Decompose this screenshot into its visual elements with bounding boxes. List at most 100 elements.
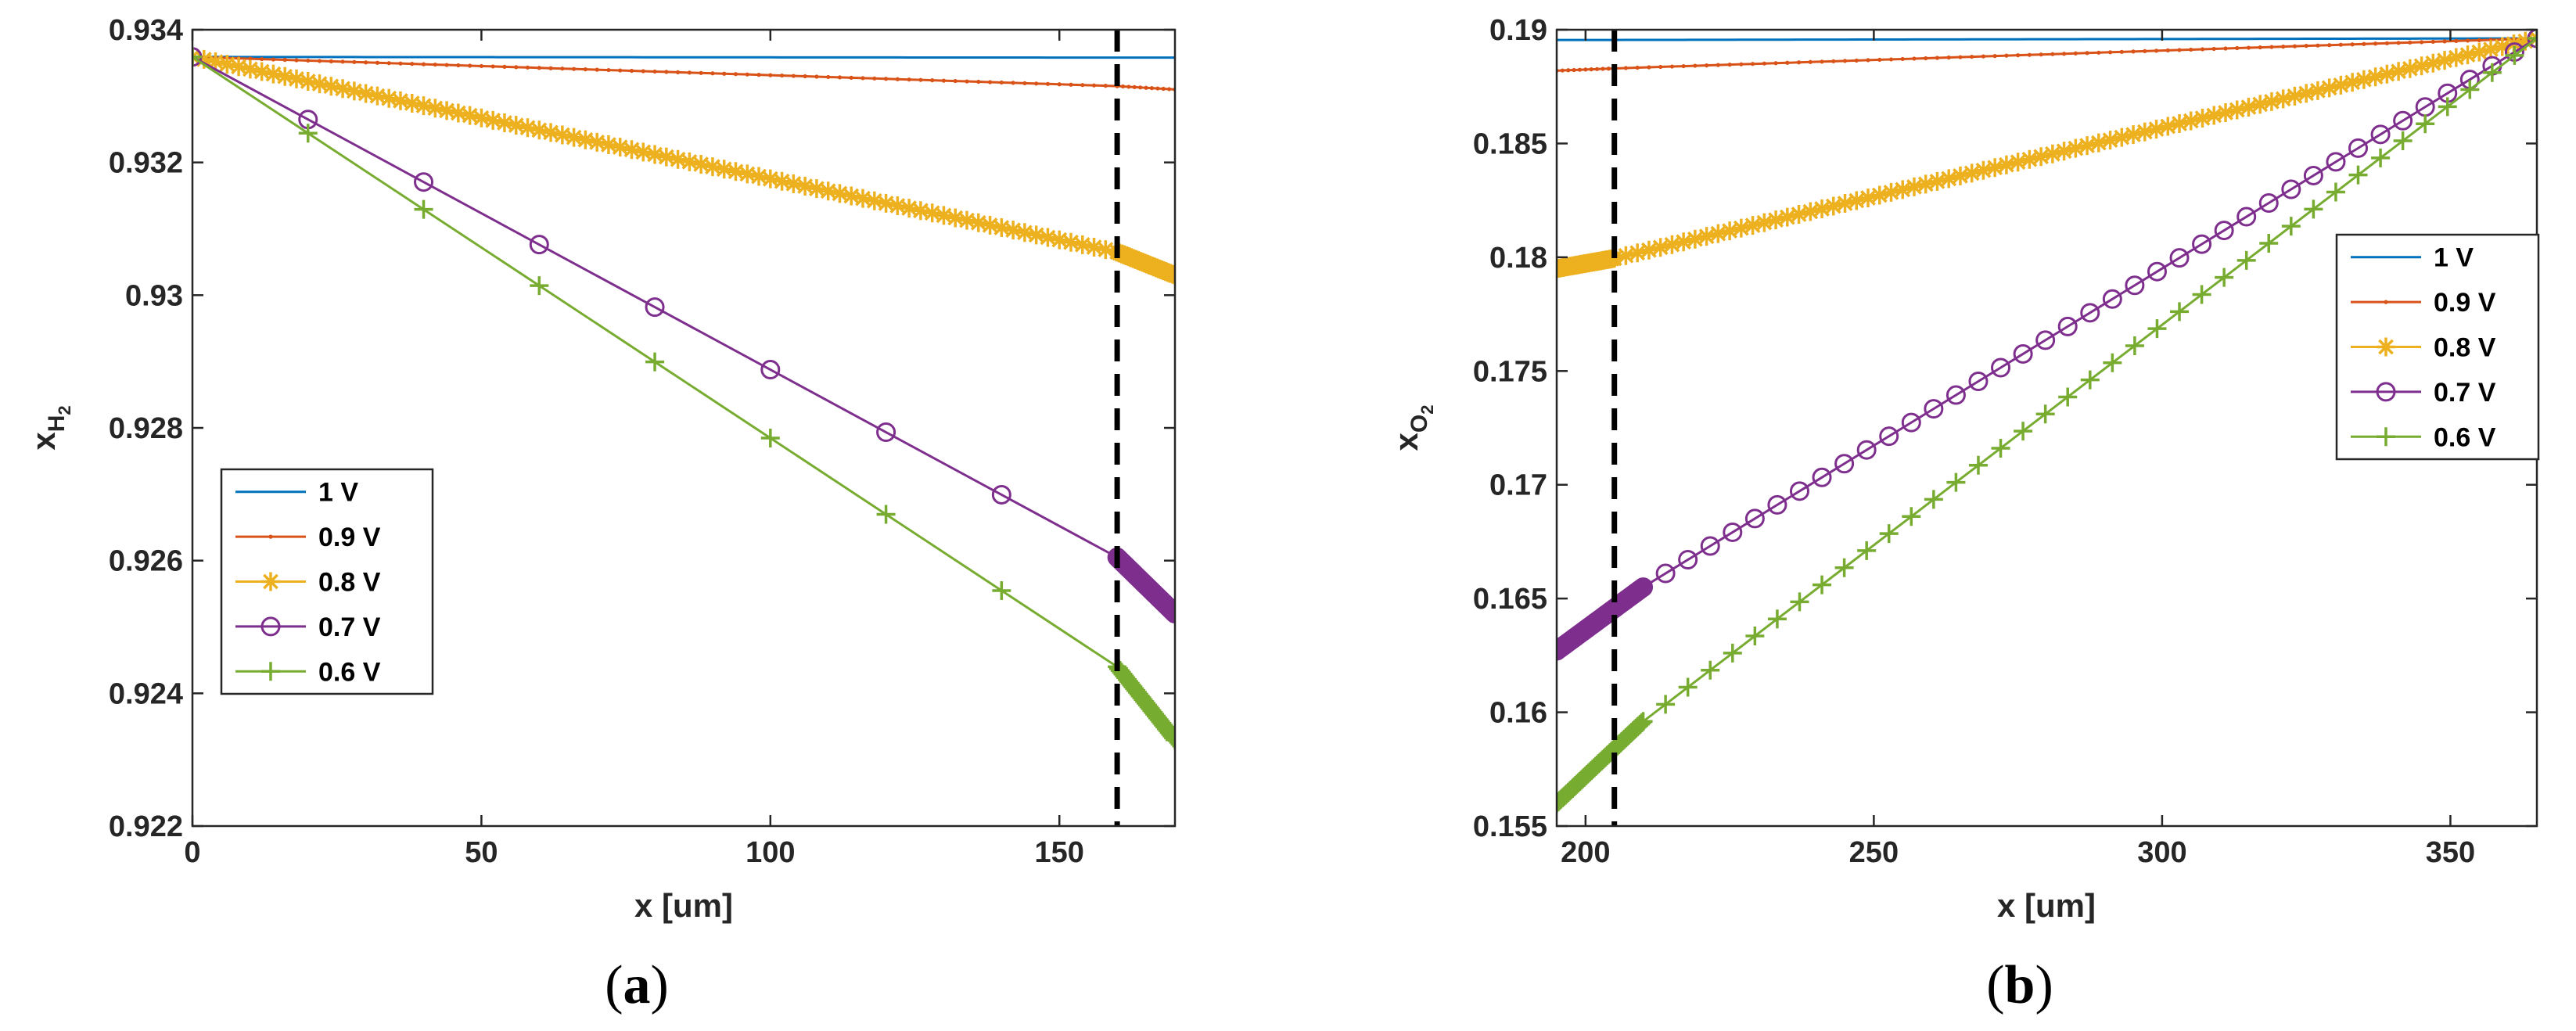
legend-marker-a bbox=[261, 572, 280, 591]
data-point-b-0p9v bbox=[1705, 63, 1709, 68]
data-point-a-0p8v bbox=[518, 118, 537, 138]
data-point-b-0p9v bbox=[1854, 58, 1859, 63]
data-point-b-0p8v bbox=[1604, 249, 1624, 268]
data-point-b-0p7v bbox=[2214, 221, 2234, 241]
data-point-a-0p9v bbox=[1034, 81, 1039, 86]
data-point-b-0p8v bbox=[1685, 229, 1705, 249]
caption-b-open: ( bbox=[1986, 955, 2004, 1015]
data-point-a-0p9v bbox=[560, 66, 565, 71]
data-point-b-0p9v bbox=[1970, 54, 1974, 59]
chart-panel-b: 200 250 300 350 0.155 0.16 0.165 0.17 0.175 0.18 0… bbox=[1388, 14, 2540, 1015]
data-point-a-0p8v bbox=[368, 86, 387, 106]
data-point-b-0p8v bbox=[1674, 232, 1694, 252]
data-point-b-0p7v bbox=[1945, 385, 1966, 405]
data-point-b-0p9v bbox=[2177, 48, 2182, 52]
data-point-b-0p9v bbox=[1981, 54, 1986, 59]
legend-label-a: 0.6 V bbox=[318, 657, 381, 687]
data-point-a-0p9v bbox=[282, 57, 287, 63]
data-point-b-0p6v bbox=[1834, 558, 1854, 577]
data-point-b-0p9v bbox=[2373, 41, 2378, 46]
data-point-b-0p7v bbox=[2303, 165, 2323, 185]
y-tick-label-a: 0.93 bbox=[125, 279, 183, 312]
data-point-b-0p8v bbox=[2492, 37, 2512, 56]
data-point-b-0p7v bbox=[2080, 303, 2100, 323]
series-markers-b-0p7v bbox=[1557, 30, 2537, 661]
data-point-a-0p6v bbox=[645, 352, 665, 372]
data-point-a-0p9v bbox=[768, 73, 773, 77]
data-point-a-0p7v bbox=[1162, 601, 1175, 621]
data-point-b-0p6v bbox=[1633, 712, 1653, 731]
data-point-b-0p8v bbox=[2227, 100, 2247, 120]
data-point-a-0p7v bbox=[876, 422, 896, 443]
data-point-b-0p9v bbox=[2165, 48, 2170, 53]
data-point-b-0p9v bbox=[1820, 59, 1824, 64]
data-point-a-0p8v bbox=[1026, 225, 1046, 245]
y-tick-label-b: 0.17 bbox=[1489, 469, 1547, 502]
data-point-b-0p8v bbox=[2239, 97, 2258, 117]
data-point-b-0p9v bbox=[1831, 59, 1836, 63]
data-point-b-0p7v bbox=[1633, 577, 1654, 598]
y-axis-label-a-sub: H bbox=[44, 415, 70, 433]
data-point-b-0p9v bbox=[1693, 63, 1698, 68]
data-point-b-0p6v bbox=[1723, 643, 1742, 663]
data-point-a-0p8v bbox=[992, 218, 1011, 238]
data-point-a-0p8v bbox=[622, 140, 641, 160]
data-point-b-0p8v bbox=[2124, 125, 2143, 145]
data-point-b-0p9v bbox=[1669, 64, 1675, 69]
data-point-a-0p8v bbox=[656, 147, 676, 167]
data-point-b-0p6v bbox=[2505, 45, 2524, 65]
data-point-b-0p9v bbox=[2154, 48, 2159, 53]
legend-label-b: 0.6 V bbox=[2434, 422, 2496, 452]
y-axis-label-b-sub: O bbox=[1407, 415, 1432, 433]
data-point-b-0p7v bbox=[1655, 563, 1676, 584]
x-tick-label-a: 100 bbox=[745, 836, 795, 869]
y-tick-label-a: 0.932 bbox=[109, 147, 183, 180]
data-point-b-0p8v bbox=[2215, 102, 2235, 122]
data-point-b-0p6v bbox=[1902, 507, 1921, 526]
data-point-b-0p9v bbox=[2189, 47, 2193, 52]
y-tick-label-a: 0.924 bbox=[109, 677, 183, 710]
data-point-b-0p6v bbox=[1790, 592, 1809, 612]
data-point-b-0p7v bbox=[1924, 399, 1944, 419]
data-point-a-0p6v bbox=[876, 505, 896, 524]
data-point-a-0p8v bbox=[760, 169, 780, 189]
data-point-a-0p8v bbox=[333, 79, 353, 99]
data-point-b-0p9v bbox=[2211, 46, 2216, 52]
data-point-a-0p8v bbox=[749, 167, 769, 186]
data-point-a-0p8v bbox=[414, 96, 433, 116]
data-point-a-0p9v bbox=[999, 80, 1004, 85]
x-axis-label-a: x [um] bbox=[634, 887, 733, 924]
data-point-a-0p8v bbox=[530, 120, 549, 140]
data-point-a-0p8v bbox=[322, 77, 341, 96]
data-point-a-0p8v bbox=[680, 152, 699, 171]
data-point-b-0p8v bbox=[2412, 56, 2431, 76]
data-point-a-0p6v bbox=[530, 276, 549, 296]
data-point-b-0p8v bbox=[1859, 188, 1878, 207]
data-point-b-0p8v bbox=[1904, 177, 1924, 196]
data-point-b-0p8v bbox=[2112, 128, 2132, 147]
data-point-b-0p9v bbox=[2258, 45, 2262, 50]
legend-label-b: 0.9 V bbox=[2434, 288, 2496, 318]
data-point-a-0p8v bbox=[240, 59, 260, 79]
data-point-a-0p9v bbox=[1091, 83, 1097, 88]
data-point-a-0p7v bbox=[991, 484, 1011, 505]
data-point-a-0p9v bbox=[883, 77, 889, 81]
data-point-b-0p7v bbox=[1789, 481, 1809, 501]
data-point-b-0p9v bbox=[1727, 63, 1732, 67]
data-point-b-0p9v bbox=[1958, 55, 1963, 59]
data-point-b-0p8v bbox=[2273, 89, 2293, 109]
data-point-b-0p8v bbox=[2032, 147, 2051, 167]
y-axis-label-b-subsub: 2 bbox=[1417, 405, 1437, 415]
data-point-b-0p9v bbox=[2304, 44, 2308, 48]
data-point-b-0p9v bbox=[1623, 66, 1629, 70]
data-point-b-0p8v bbox=[2354, 70, 2373, 89]
legend-label-b: 1 V bbox=[2434, 243, 2474, 273]
x-tick-label-b: 200 bbox=[1561, 836, 1610, 869]
data-point-a-0p9v bbox=[421, 62, 426, 66]
data-point-a-0p9v bbox=[780, 73, 785, 78]
data-point-a-0p7v bbox=[1165, 604, 1175, 624]
data-point-b-0p7v bbox=[2326, 152, 2346, 172]
data-point-a-0p8v bbox=[634, 142, 653, 162]
data-point-a-0p9v bbox=[930, 78, 935, 83]
x-tick-label-a: 150 bbox=[1035, 836, 1084, 869]
